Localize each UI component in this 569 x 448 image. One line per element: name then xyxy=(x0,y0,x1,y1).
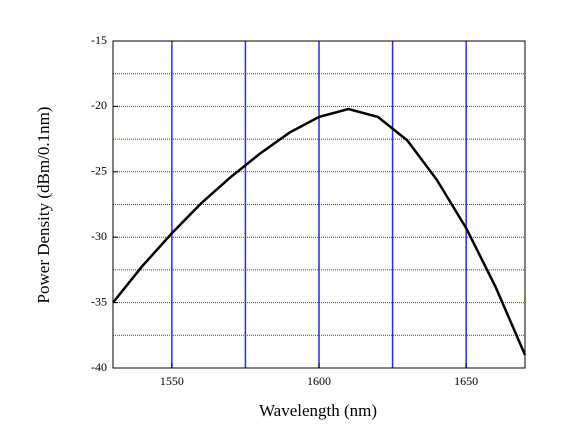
data-line xyxy=(112,107,527,356)
y-tick-label: -35 xyxy=(91,294,107,308)
y-axis-label: Power Density (dBm/0.1nm) xyxy=(34,107,53,304)
x-axis-label: Wavelength (nm) xyxy=(259,401,377,420)
plot-frame xyxy=(112,40,526,369)
y-tick-label: -25 xyxy=(91,164,107,178)
x-tick-label: 1550 xyxy=(160,374,184,388)
y-tick-label: -40 xyxy=(91,360,107,374)
x-tick-label: 1650 xyxy=(454,374,478,388)
y-tick-label: -15 xyxy=(91,33,107,47)
y-tick-label: -20 xyxy=(91,98,107,112)
x-tick-label: 1600 xyxy=(307,374,331,388)
y-tick-label: -30 xyxy=(91,229,107,243)
